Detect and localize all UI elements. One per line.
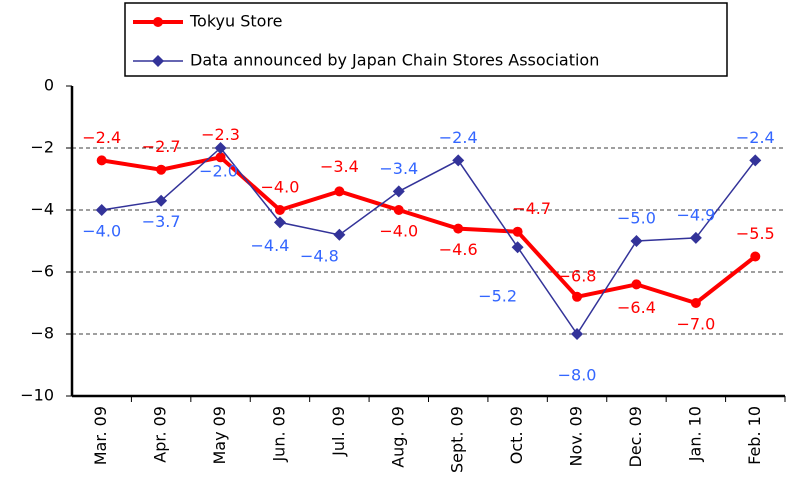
series-line bbox=[101, 146, 756, 336]
data-label: −8.0 bbox=[558, 366, 597, 385]
point bbox=[334, 186, 345, 197]
data-label: −2.7 bbox=[142, 137, 181, 156]
data-label: −4.6 bbox=[439, 240, 478, 259]
point bbox=[571, 328, 584, 340]
point bbox=[452, 154, 465, 167]
data-label: −3.4 bbox=[320, 157, 359, 176]
point bbox=[512, 226, 523, 237]
x-tick-label: Feb. 10 bbox=[745, 406, 764, 465]
data-label: −4.7 bbox=[512, 199, 551, 218]
x-tick-label: Jul. 09 bbox=[329, 406, 348, 457]
y-tick-label: −10 bbox=[20, 386, 54, 405]
data-label: −2.4 bbox=[736, 128, 775, 147]
point bbox=[392, 185, 405, 198]
point bbox=[690, 298, 701, 308]
point bbox=[215, 152, 226, 163]
data-label: −6.4 bbox=[617, 298, 656, 317]
point bbox=[630, 235, 643, 247]
data-label: −3.4 bbox=[379, 159, 418, 178]
y-tick-label: 0 bbox=[44, 76, 54, 95]
x-tick-label: Nov. 09 bbox=[567, 406, 586, 467]
y-tick-label: −2 bbox=[30, 138, 54, 157]
point bbox=[214, 142, 227, 154]
data-label: −2.4 bbox=[82, 128, 121, 147]
data-label: −2.4 bbox=[439, 128, 478, 147]
data-label: −4.0 bbox=[379, 222, 418, 241]
data-label: −6.8 bbox=[558, 266, 597, 285]
x-tick-label: Jan. 10 bbox=[685, 406, 704, 462]
point bbox=[333, 228, 346, 241]
x-tick-label: Mar. 09 bbox=[91, 406, 110, 465]
legend-marker bbox=[153, 17, 163, 27]
point bbox=[274, 205, 285, 215]
point bbox=[749, 154, 762, 167]
x-tick-label: May 09 bbox=[210, 406, 229, 465]
y-tick-label: −6 bbox=[30, 262, 54, 281]
data-label: −4.9 bbox=[676, 205, 715, 224]
x-tick-label: Sept. 09 bbox=[448, 406, 467, 473]
data-label: −4.4 bbox=[251, 236, 290, 255]
point bbox=[273, 216, 286, 229]
x-tick-label: Aug. 09 bbox=[388, 406, 407, 468]
data-label: −4.8 bbox=[300, 246, 339, 265]
point bbox=[689, 231, 702, 244]
data-label: −7.0 bbox=[676, 315, 715, 334]
data-label: −4.0 bbox=[261, 178, 300, 197]
legend-marker bbox=[152, 55, 164, 67]
point bbox=[96, 155, 107, 166]
data-label: −2.0 bbox=[199, 162, 238, 181]
legend-label: Tokyu Store bbox=[189, 12, 283, 31]
point bbox=[393, 205, 404, 215]
x-tick-label: Jun. 09 bbox=[269, 406, 288, 463]
point bbox=[453, 223, 464, 234]
legend-box bbox=[124, 2, 728, 77]
data-label: −5.5 bbox=[736, 224, 775, 243]
point bbox=[572, 291, 583, 302]
data-label: −5.2 bbox=[478, 287, 517, 306]
point bbox=[511, 241, 524, 254]
data-label: −2.3 bbox=[201, 125, 240, 144]
point bbox=[631, 279, 642, 290]
y-tick-label: −4 bbox=[30, 200, 54, 219]
x-tick-label: Oct. 09 bbox=[507, 406, 526, 464]
point bbox=[155, 194, 168, 207]
series-line bbox=[101, 155, 757, 306]
point bbox=[156, 164, 167, 175]
legend-label: Data announced by Japan Chain Stores Ass… bbox=[190, 51, 599, 70]
data-label: −5.0 bbox=[617, 209, 656, 228]
x-tick-label: Apr. 09 bbox=[151, 406, 170, 463]
data-label: −3.7 bbox=[142, 212, 181, 231]
data-label: −4.0 bbox=[82, 222, 121, 241]
point bbox=[750, 251, 761, 262]
point bbox=[95, 204, 108, 216]
y-tick-label: −8 bbox=[30, 324, 54, 343]
x-tick-label: Dec. 09 bbox=[626, 406, 645, 468]
